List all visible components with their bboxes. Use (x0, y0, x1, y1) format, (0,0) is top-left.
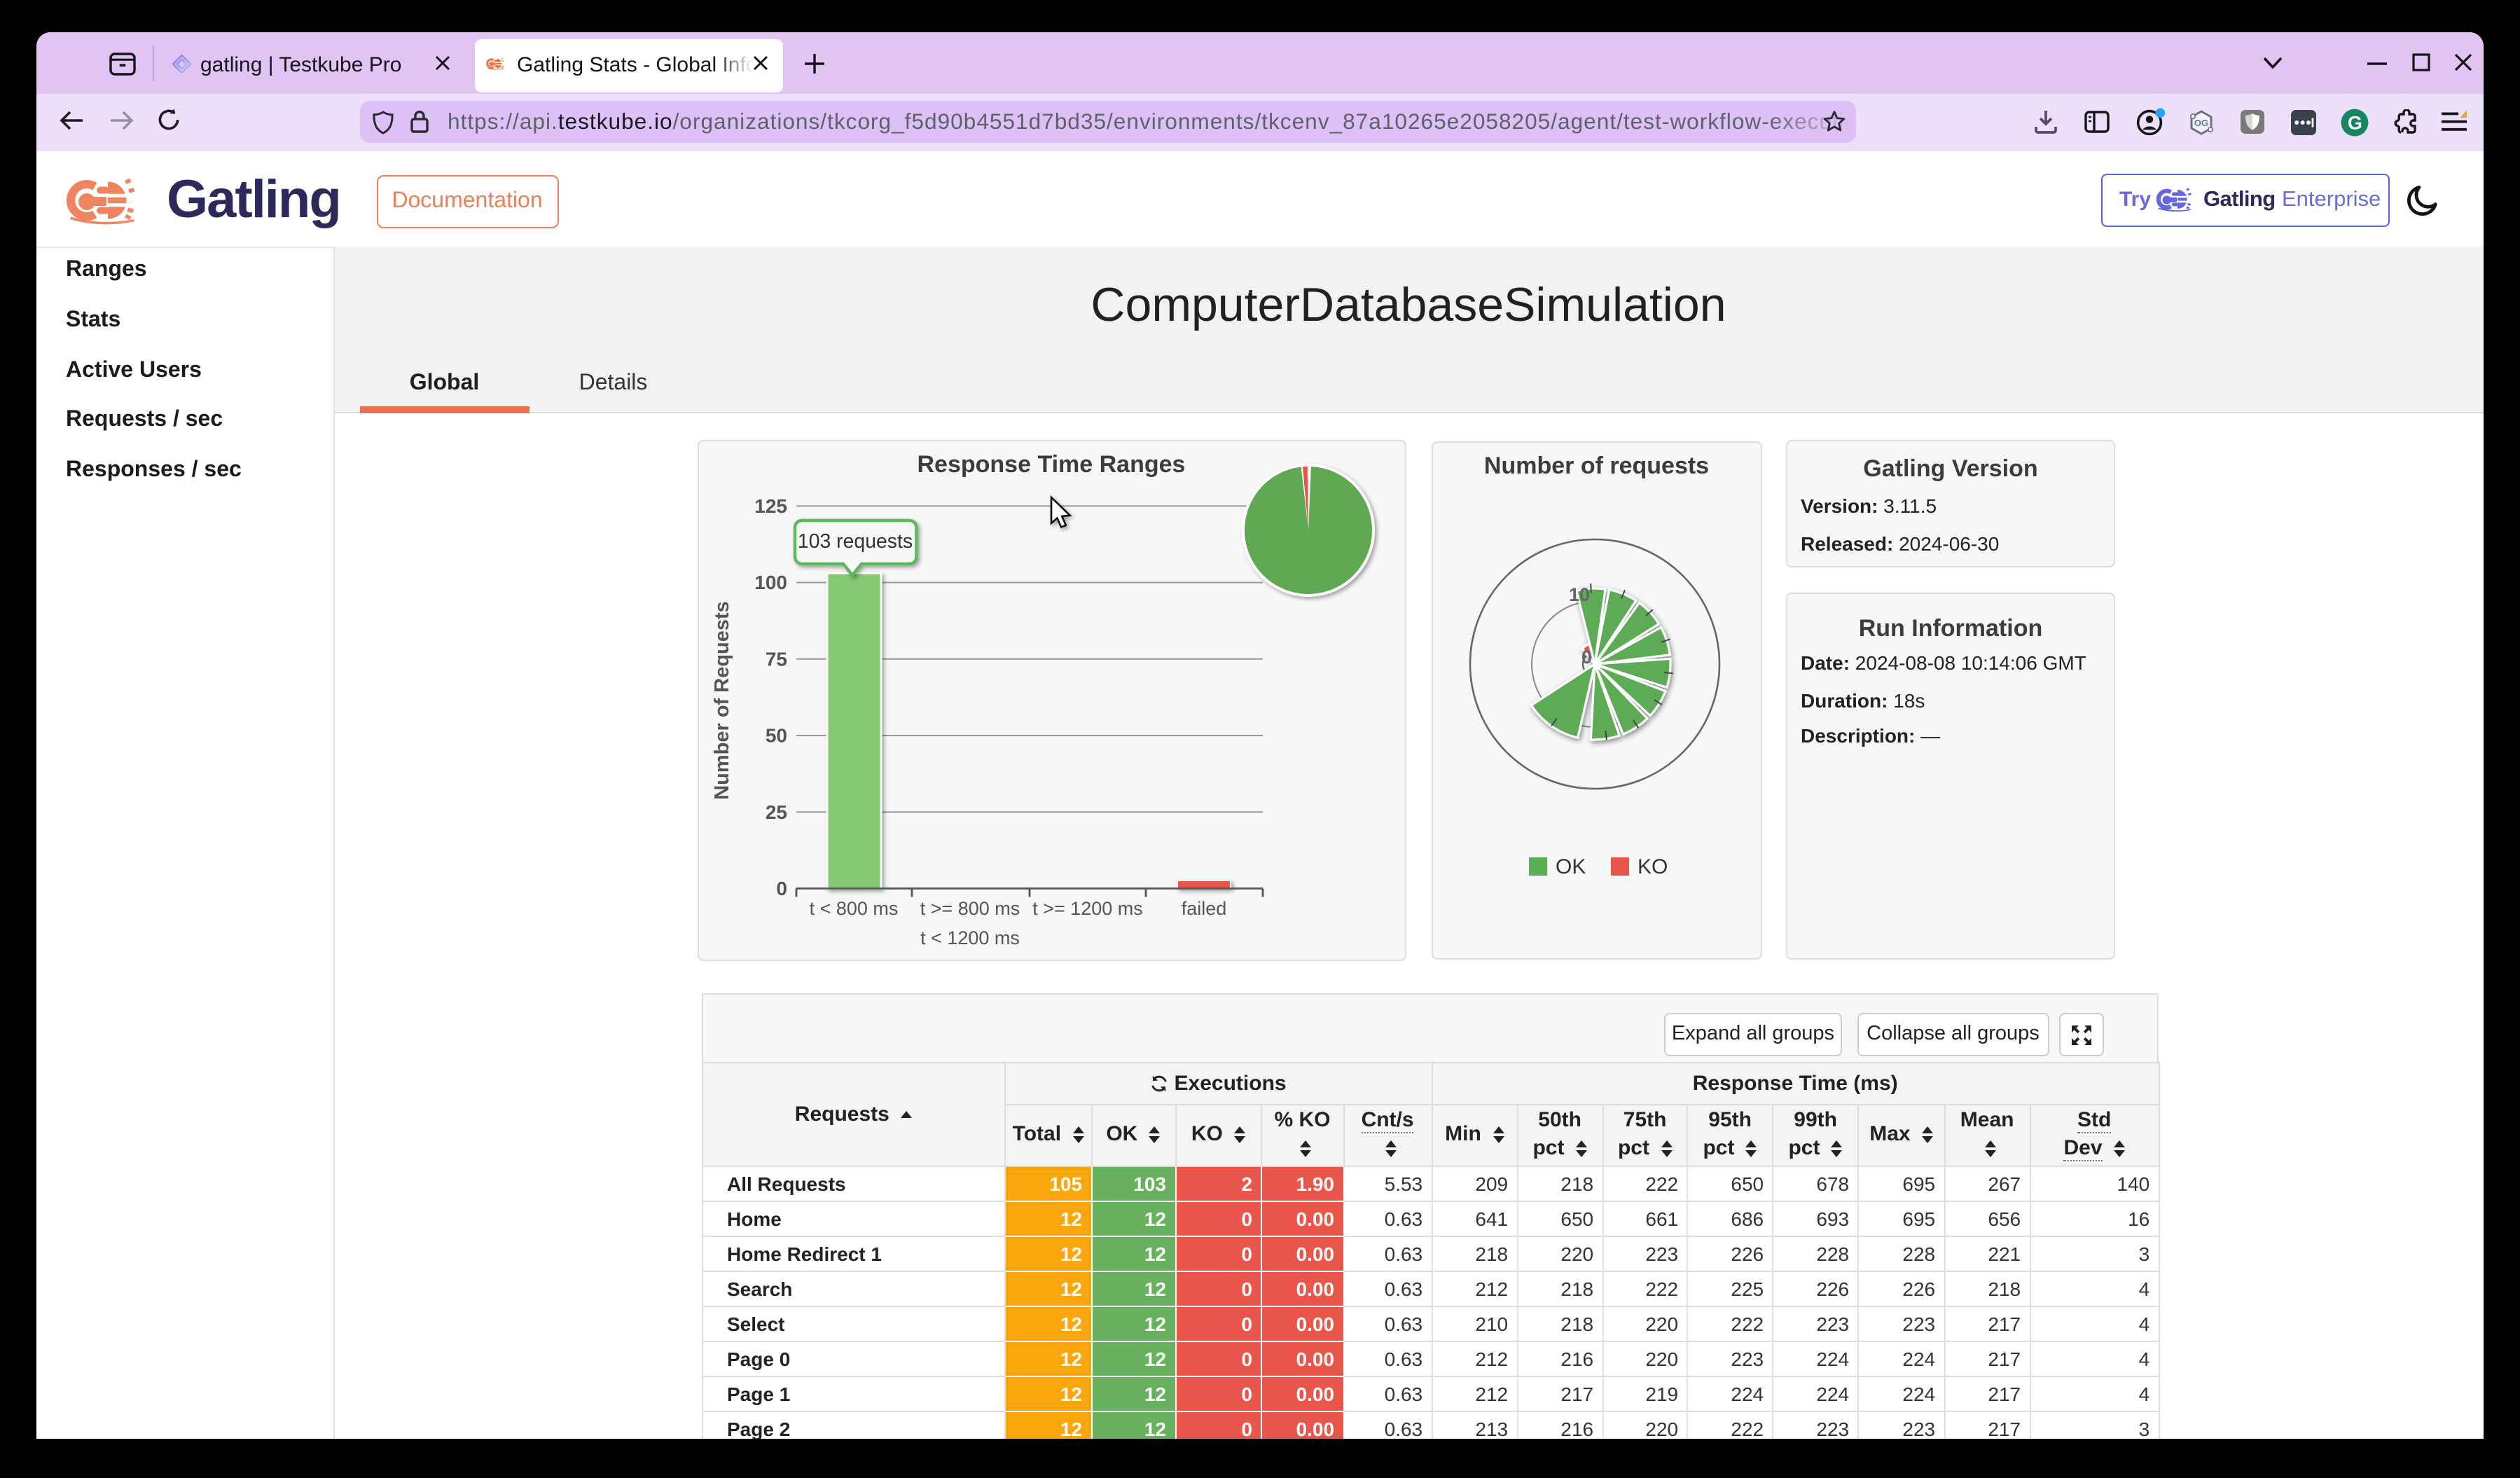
svg-text:KO: KO (1638, 855, 1668, 878)
svg-text:OG: OG (2194, 118, 2208, 128)
svg-text:t < 1200 ms: t < 1200 ms (920, 927, 1019, 948)
svg-text:125: 125 (754, 495, 787, 517)
svg-text:G: G (2348, 113, 2362, 134)
svg-text:25: 25 (765, 801, 787, 823)
svg-text:103 requests: 103 requests (797, 530, 912, 553)
svg-text:10: 10 (1569, 584, 1590, 605)
svg-text:75: 75 (765, 648, 787, 670)
svg-text:t >= 1200 ms: t >= 1200 ms (1032, 898, 1142, 919)
svg-text:0: 0 (775, 878, 787, 899)
svg-text:OK: OK (1556, 855, 1586, 878)
svg-text:t >= 800 ms: t >= 800 ms (920, 898, 1020, 919)
svg-text:0: 0 (1581, 647, 1592, 668)
svg-text:100: 100 (754, 572, 787, 593)
svg-text:Number of Requests: Number of Requests (710, 601, 733, 800)
svg-text:failed: failed (1181, 898, 1226, 919)
svg-text:50: 50 (765, 725, 787, 747)
svg-text:t < 800 ms: t < 800 ms (809, 898, 898, 919)
